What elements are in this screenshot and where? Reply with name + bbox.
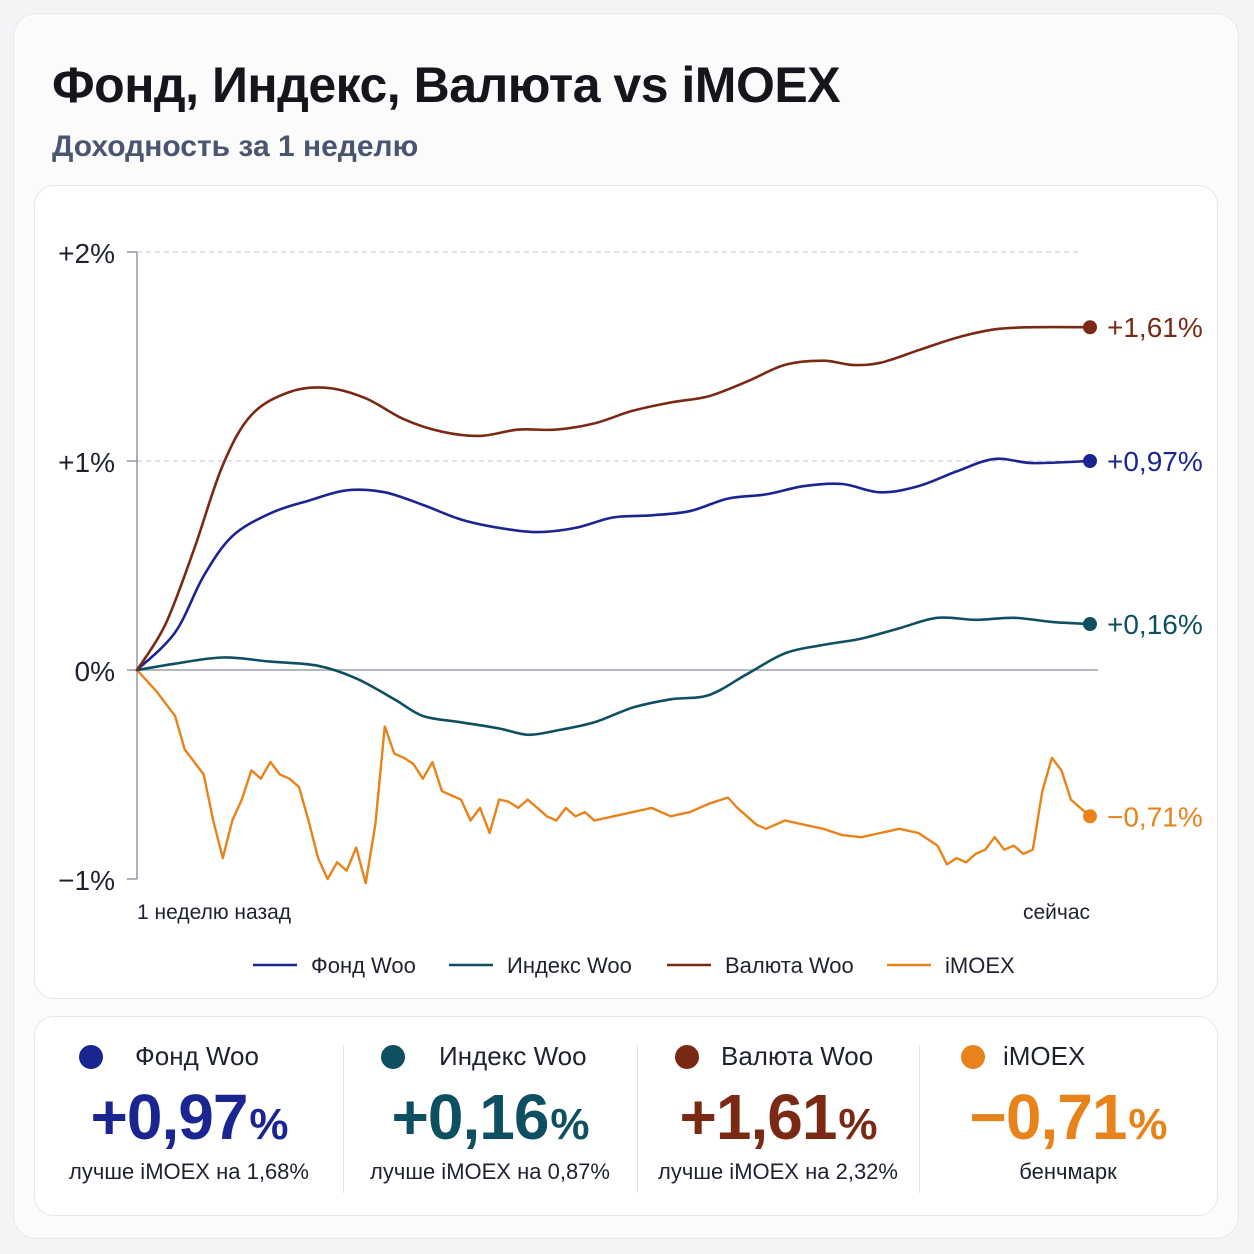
y-tick-label: +2% xyxy=(58,238,115,269)
series-0-line xyxy=(135,457,1092,672)
stat-value-number: −0,71 xyxy=(969,1081,1127,1153)
series-2-end-dot xyxy=(1083,320,1097,335)
stat-name: iMOEX xyxy=(1003,1041,1086,1071)
stat-value-unit: % xyxy=(1128,1100,1167,1149)
stats-panel: Фонд Woo +0,97% лучше iMOEX на 1,68% Индекс… xyxy=(34,1016,1218,1216)
legend-label-1: Индекс Woo xyxy=(507,953,632,978)
stat-value-unit: % xyxy=(550,1100,589,1149)
series-0-end-dot xyxy=(1083,454,1097,468)
stat-name: Фонд Woo xyxy=(135,1041,259,1071)
series-3-end-label: −0,71% xyxy=(1107,801,1203,832)
y-tick-label: −1% xyxy=(58,865,115,896)
stat-value-unit: % xyxy=(249,1100,288,1149)
stat-value-number: +0,97 xyxy=(90,1081,248,1153)
stat-value: −0,71% xyxy=(919,1079,1217,1163)
stat-divider xyxy=(343,1045,344,1193)
stat-header: Валюта Woo xyxy=(637,1041,919,1075)
series-1-line xyxy=(135,616,1092,737)
stat-value: +1,61% xyxy=(637,1079,919,1163)
series-dot-icon xyxy=(675,1045,699,1069)
series-1-end-dot xyxy=(1083,617,1097,632)
stat-header: Фонд Woo xyxy=(35,1041,343,1075)
y-tick-label: +1% xyxy=(58,447,115,478)
series-2-end-label: +1,61% xyxy=(1107,312,1203,343)
stat-value: +0,16% xyxy=(343,1079,637,1163)
legend-label-3: iMOEX xyxy=(945,953,1015,978)
x-label-start: 1 неделю назад xyxy=(137,901,291,924)
stat-note: лучше iMOEX на 0,87% xyxy=(370,1159,610,1184)
series-2-line xyxy=(135,325,1092,672)
series-dot-icon xyxy=(79,1045,103,1069)
stat-value-number: +1,61 xyxy=(679,1081,837,1153)
stat-value-number: +0,16 xyxy=(391,1081,549,1153)
x-label-end: сейчас xyxy=(1023,901,1090,924)
y-tick-label: 0% xyxy=(75,656,115,687)
page-subtitle: Доходность за 1 неделю xyxy=(52,130,419,163)
series-1-end-label: +0,16% xyxy=(1107,609,1203,640)
series-0-end-label: +0,97% xyxy=(1107,446,1203,477)
stat-note: лучше iMOEX на 2,32% xyxy=(658,1159,898,1184)
stat-value: +0,97% xyxy=(35,1079,343,1163)
stat-divider xyxy=(637,1045,638,1193)
stat-card: Индекс Woo +0,16% лучше iMOEX на 0,87% xyxy=(343,1017,637,1215)
stat-card: iMOEX −0,71% бенчмарк xyxy=(919,1017,1217,1215)
series-3-line xyxy=(136,669,1091,885)
stat-card: Фонд Woo +0,97% лучше iMOEX на 1,68% xyxy=(35,1017,343,1215)
stat-value-unit: % xyxy=(838,1100,877,1149)
series-dot-icon xyxy=(381,1045,405,1069)
chart-panel: +2% +1% 0% −1% 1 неделю назад сейчас −0,71% +0,… xyxy=(34,185,1218,999)
series-dot-icon xyxy=(961,1045,985,1069)
stat-note: лучше iMOEX на 1,68% xyxy=(69,1159,309,1184)
returns-line-chart: +2% +1% 0% −1% 1 неделю назад сейчас −0,71% +0,… xyxy=(58,238,1203,978)
legend-label-0: Фонд Woo xyxy=(311,953,416,978)
stat-header: iMOEX xyxy=(919,1041,1217,1075)
stat-name: Валюта Woo xyxy=(721,1041,874,1071)
series-3-end-dot xyxy=(1083,809,1097,824)
stat-header: Индекс Woo xyxy=(343,1041,637,1075)
page-title: Фонд, Индекс, Валюта vs iMOEX xyxy=(52,57,841,113)
legend-label-2: Валюта Woo xyxy=(725,953,854,978)
stat-note: бенчмарк xyxy=(1019,1159,1117,1184)
stat-divider xyxy=(919,1045,920,1193)
stat-card: Валюта Woo +1,61% лучше iMOEX на 2,32% xyxy=(637,1017,919,1215)
stat-name: Индекс Woo xyxy=(439,1041,587,1071)
